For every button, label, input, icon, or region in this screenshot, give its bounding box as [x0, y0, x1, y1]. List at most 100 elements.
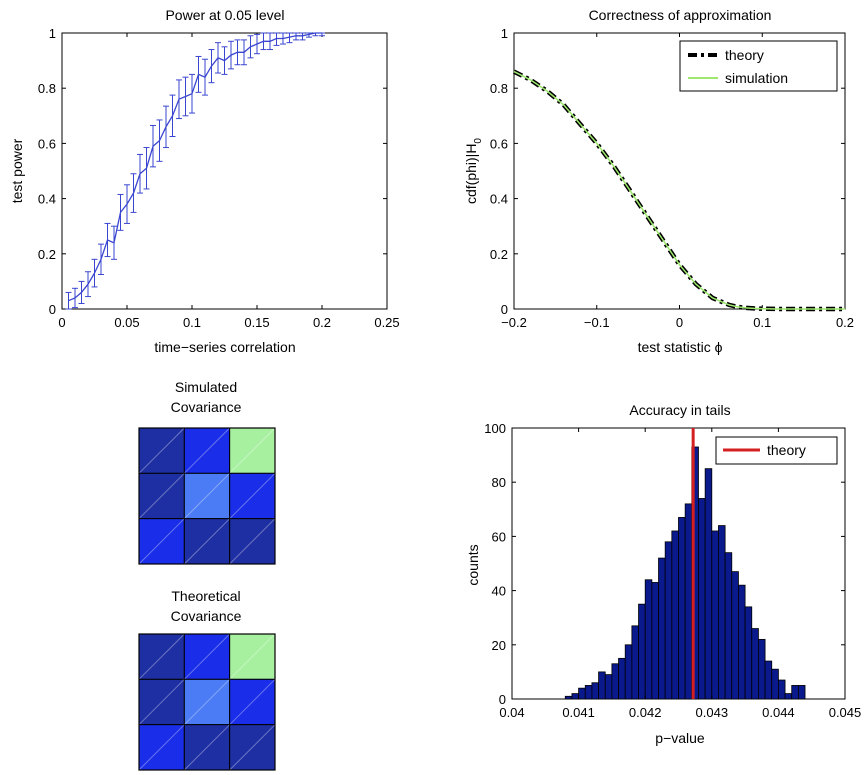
cdf-plot-data [512, 69, 845, 312]
power-plot-xtick-label: 0.2 [313, 315, 331, 330]
power-plot-title: Power at 0.05 level [165, 7, 284, 23]
cdf-plot-xtick-label: 0.2 [836, 315, 854, 330]
tails-histogram-ytick-label: 20 [492, 638, 506, 653]
histogram-bar [564, 695, 573, 700]
histogram-bar [784, 693, 793, 700]
tails-histogram-ytick-label: 100 [484, 421, 506, 436]
cdf-theory-line [512, 69, 845, 312]
power-plot-ytick-label: 0.4 [38, 192, 56, 207]
tails-histogram-xtick-label: 0.041 [562, 705, 595, 720]
theoretical-covariance-cell-diagonal [183, 678, 231, 726]
power-plot-axes-box [61, 32, 388, 310]
histogram-bar [664, 541, 673, 700]
tails-histogram-ticks: 0.04 0.041 0.042 0.043 0.044 0.045 0 20 40 60 80 10… [484, 421, 861, 720]
theoretical-covariance-cell [138, 724, 185, 771]
theoretical-covariance-cell-diagonal [229, 633, 276, 680]
power-plot-ylabel: test power [9, 138, 25, 203]
cdf-legend-simulation-label: simulation [725, 70, 788, 86]
cdf-legend-theory-label: theory [725, 47, 764, 63]
simulated-covariance-cell-diagonal [183, 518, 231, 565]
theoretical-covariance-cells [138, 633, 276, 771]
theoretical-covariance-cell-diagonal [229, 678, 276, 726]
power-plot-ytick-label: 0.6 [38, 136, 56, 151]
histogram-bar [578, 687, 586, 700]
power-plot-ticks: 0 0.05 0.1 0.15 0.2 0.25 0 0.2 0.4 0.6 0.8 1 [38, 26, 400, 330]
cdf-plot-xlabel: test statistic ϕ [638, 339, 723, 355]
histogram-bar [658, 557, 666, 700]
cdf-plot-ytick-label: 1 [501, 26, 508, 41]
tails-histogram-xlabel: p−value [655, 730, 705, 746]
histogram-bar [758, 638, 766, 700]
simulated-covariance-title-line2: Covariance [171, 399, 242, 415]
simulated-covariance-cell [138, 472, 185, 520]
power-plot-xtick-label: 0.25 [374, 315, 399, 330]
tails-histogram-ytick-label: 60 [492, 529, 506, 544]
simulated-covariance-cell-diagonal [229, 472, 276, 520]
tails-histogram-ytick-label: 40 [492, 584, 506, 599]
simulated-covariance-cell [229, 518, 276, 565]
simulated-covariance-cell [183, 518, 231, 565]
cdf-legend-box [679, 40, 838, 92]
cdf-plot-ylabel: cdf(phi)|H0 [463, 138, 484, 204]
power-plot-ytick-label: 1 [49, 26, 56, 41]
histogram-bar [771, 668, 779, 700]
power-plot-ytick-label: 0 [49, 302, 56, 317]
power-plot: Power at 0.05 level 0 0.05 0.1 0.15 0.2 0.250… [9, 7, 400, 355]
histogram-bar [618, 657, 626, 700]
simulated-covariance-cell-diagonal [138, 518, 185, 565]
histogram-bar [598, 671, 606, 700]
histogram-bar [797, 685, 806, 700]
histogram-bar [751, 628, 759, 700]
histogram-bar [778, 679, 786, 700]
histogram-bar [791, 685, 799, 700]
simulated-covariance-cell-diagonal [229, 518, 276, 565]
simulated-covariance: Simulated Covariance [138, 379, 276, 565]
cdf-plot-xtick-label: −0.1 [584, 315, 610, 330]
power-plot-xtick-label: 0.15 [244, 315, 269, 330]
tails-histogram-xtick-label: 0.045 [829, 705, 862, 720]
histogram-bar [624, 644, 633, 700]
cdf-ylabel-main: cdf(phi)|H [463, 144, 479, 204]
power-series-line [68, 32, 322, 302]
power-plot-ytick-label: 0.2 [38, 247, 56, 262]
histogram-bar [724, 552, 733, 700]
theoretical-covariance-title-line2: Covariance [171, 608, 242, 624]
simulated-covariance-cells [138, 427, 276, 565]
cdf-plot-xtick-label: 0 [676, 315, 683, 330]
histogram-bar [764, 660, 773, 700]
cdf-plot-ytick-label: 0.8 [490, 81, 508, 96]
theoretical-covariance-cell-diagonal [229, 724, 276, 771]
tails-histogram-ytick-label: 80 [492, 475, 506, 490]
cdf-plot-ytick-label: 0 [501, 302, 508, 317]
histogram-bar [604, 674, 613, 700]
histogram-bar [631, 625, 639, 700]
tails-histogram-xtick-label: 0.04 [499, 705, 524, 720]
histogram-bar [718, 525, 726, 700]
simulated-covariance-cell-diagonal [183, 472, 231, 520]
power-plot-xtick-label: 0 [58, 315, 65, 330]
cdf-plot: Correctness of approximation −0.2 −0.1 0 0.… [463, 7, 854, 355]
histogram-bar [678, 517, 686, 700]
histogram-bar [644, 579, 653, 700]
cdf-plot-ytick-label: 0.6 [490, 136, 508, 151]
power-plot-xlabel: time−series correlation [154, 339, 295, 355]
histogram-bar [684, 503, 693, 700]
histogram-bar [591, 682, 599, 700]
tails-legend-theory-label: theory [767, 442, 806, 458]
theoretical-covariance-border [138, 633, 276, 771]
cdf-plot-legend: theory simulation [679, 40, 838, 92]
theoretical-covariance-cell [229, 724, 276, 771]
histogram-bar [671, 530, 679, 700]
theoretical-covariance-cell-diagonal [138, 724, 185, 771]
theoretical-covariance: Theoretical Covariance [138, 588, 276, 771]
simulated-covariance-cell-diagonal [183, 427, 231, 474]
histogram-bar [571, 693, 580, 700]
histogram-bar [704, 468, 713, 700]
histogram-bar [744, 606, 753, 700]
histogram-bar [584, 685, 593, 700]
cdf-ylabel-subscript: 0 [473, 138, 484, 144]
power-plot-xtick-label: 0.05 [114, 315, 139, 330]
histogram-bar [711, 530, 719, 700]
cdf-plot-xtick-label: −0.2 [501, 315, 527, 330]
